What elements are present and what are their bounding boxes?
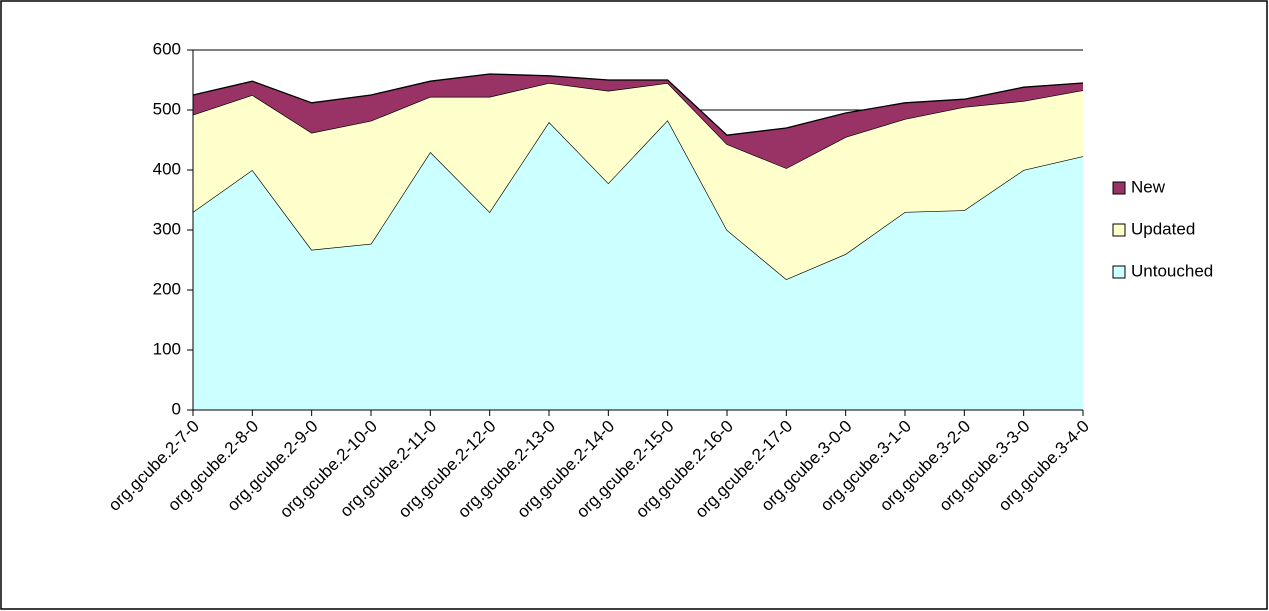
area xyxy=(193,83,1083,280)
y-tick-label: 0 xyxy=(172,399,181,418)
y-tick-label: 100 xyxy=(153,339,181,358)
area-outline xyxy=(192,73,1084,136)
legend-label: Updated xyxy=(1131,219,1195,238)
legend-label: New xyxy=(1131,177,1166,196)
area xyxy=(193,120,1083,410)
area xyxy=(193,74,1083,169)
y-tick-label: 600 xyxy=(153,39,181,58)
legend-swatch xyxy=(1112,181,1126,195)
legend-label: Untouched xyxy=(1131,261,1213,280)
y-tick-label: 300 xyxy=(153,219,181,238)
y-tick-label: 400 xyxy=(153,159,181,178)
y-tick-label: 200 xyxy=(153,279,181,298)
legend-swatch xyxy=(1112,223,1126,237)
y-tick-label: 500 xyxy=(153,99,181,118)
legend-swatch xyxy=(1112,265,1126,279)
